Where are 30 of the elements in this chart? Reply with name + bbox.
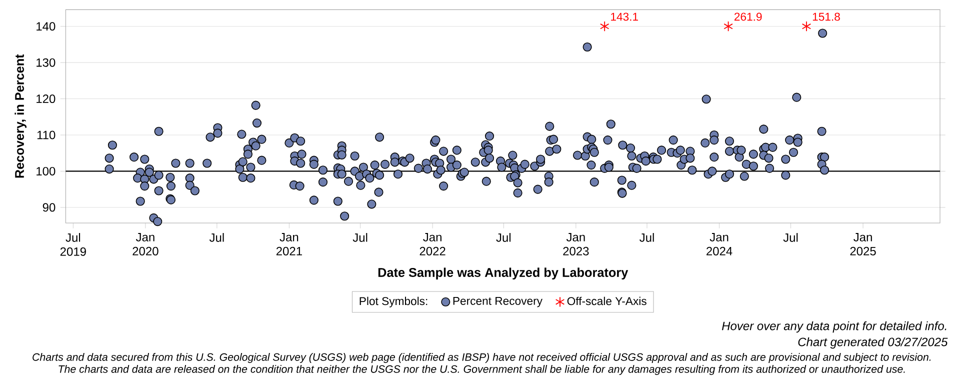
legend-label: Off-scale Y-Axis [567, 296, 646, 306]
x-tick-label: Jul 2019 [60, 233, 86, 256]
x-tick-label: Jul [352, 233, 368, 242]
y-tick-label: 100 [36, 166, 56, 176]
x-tick-label: Jul [496, 233, 511, 242]
annotation: 143.1 [611, 12, 638, 21]
x-tick-label: Jan 2024 [706, 233, 732, 256]
y-tick-label: 140 [36, 22, 56, 31]
x-tick-label: Jul [640, 233, 654, 242]
x-tick-label: Jan 2023 [563, 233, 589, 256]
y-axis-title: Recovery, in Percent [14, 54, 27, 178]
legend-label: Percent Recovery [453, 297, 542, 308]
text: Charts and data secured from this U.S. Geological Survey (USGS) web page (identified as IBSP) have not received official USGS approval and as such are provisional and subject to revision. [32, 353, 931, 363]
x-tick-label: Jul [209, 233, 224, 242]
annotation: 151.8 [812, 12, 840, 21]
x-tick-label: Jan 2025 [850, 233, 876, 256]
text: The charts and data are released on the condition that neither the USGS nor the U.S. Government shall be liable for any damages resulting from its authorized or unauthorized use. [58, 365, 905, 375]
y-tick-label: 110 [37, 130, 56, 140]
x-tick-label: Jan 2021 [276, 233, 302, 256]
x-tick-label: Jan 2020 [132, 233, 158, 256]
x-tick-label: Jan 2022 [420, 233, 446, 256]
text: Chart generated 03/27/2025 [798, 337, 948, 349]
x-axis-title: Date Sample was Analyzed by Laboratory [378, 268, 628, 280]
annotation: 261.9 [734, 12, 762, 21]
y-tick-label: 120 [36, 94, 56, 104]
y-tick-label: 130 [36, 58, 56, 67]
x-tick-label: Jul [783, 233, 798, 242]
legend-title: Plot Symbols: [360, 296, 428, 308]
y-tick-label: 90 [42, 203, 56, 212]
text: Hover over any data point for detailed info. [722, 321, 946, 333]
